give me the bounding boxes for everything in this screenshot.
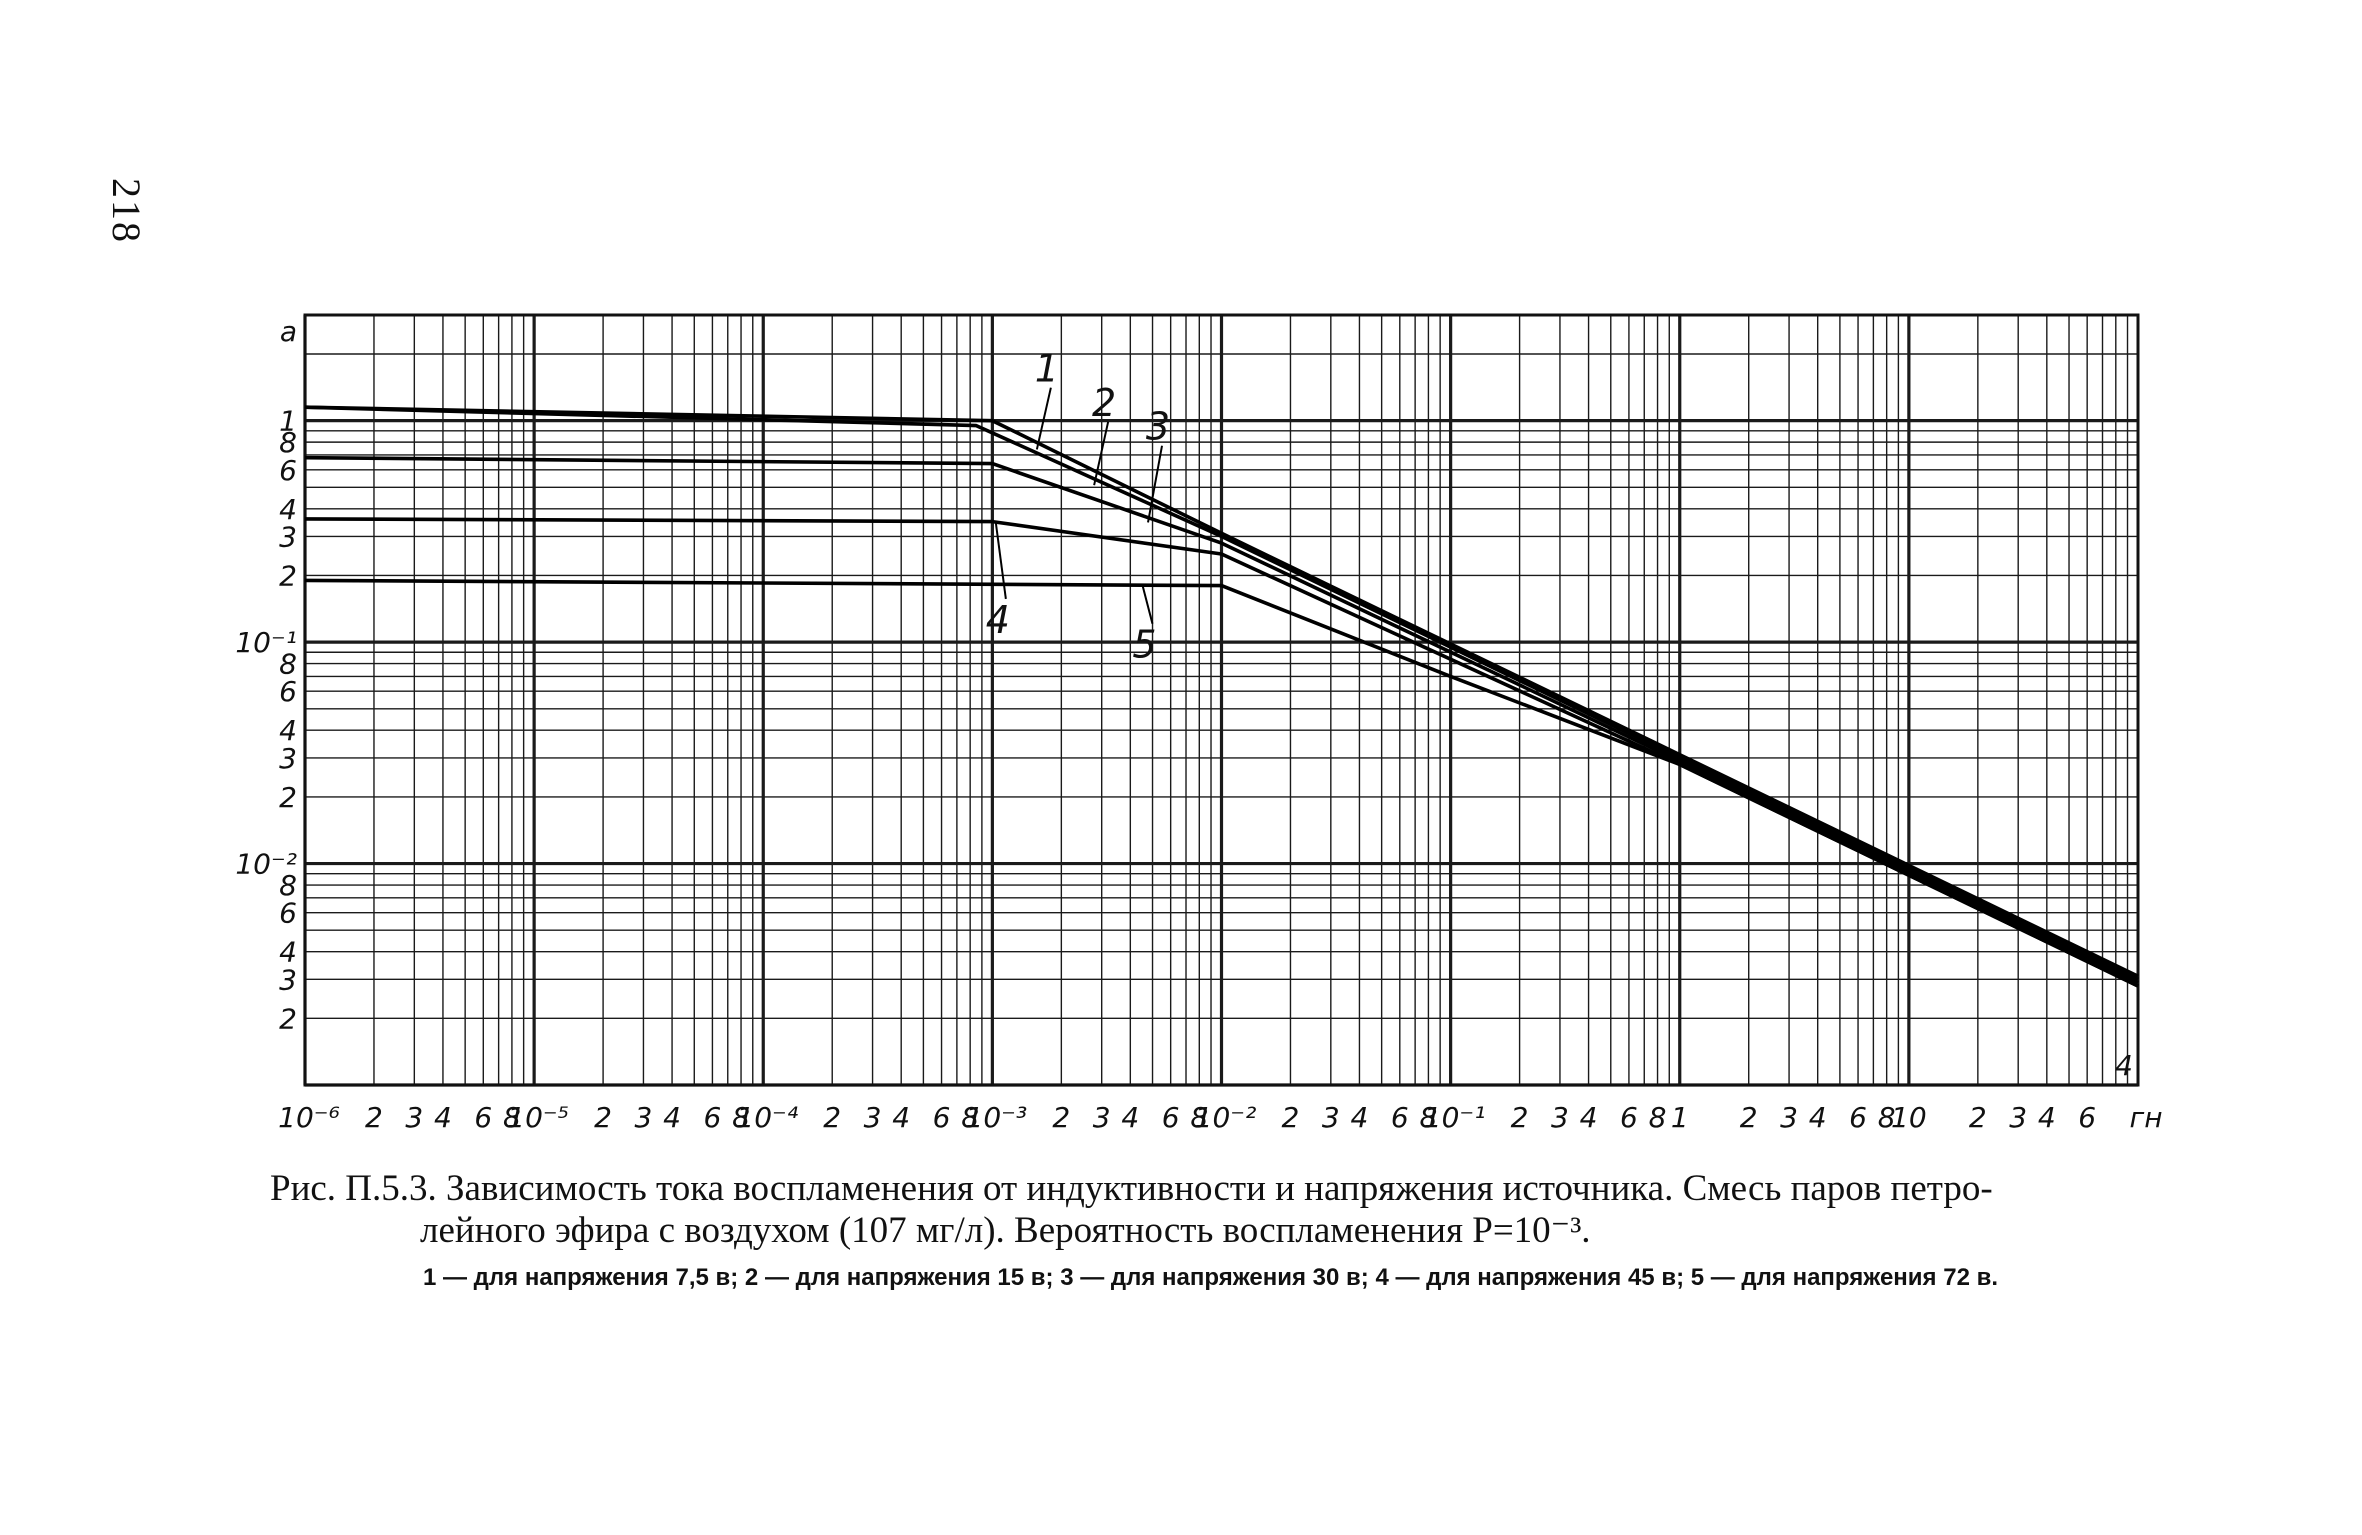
x-tick-label: 8 <box>503 1101 521 1134</box>
x-tick-label: 10 <box>1891 1101 1927 1134</box>
x-tick-label: 10⁻⁶ <box>278 1101 340 1134</box>
x-tick-label: 8 <box>732 1101 750 1134</box>
x-tick-label: 8 <box>1878 1101 1896 1134</box>
curve-label-leader-2 <box>1093 421 1110 486</box>
y-tick-label: 3 <box>279 520 297 553</box>
y-tick-label: 1 <box>279 405 297 438</box>
curve-label-3: 3 <box>1146 405 1170 449</box>
y-tick-label: 2 <box>279 781 297 814</box>
caption-line-2: лейного эфира с воздухом (107 мг/л). Вер… <box>420 1210 1591 1251</box>
x-tick-label: 4 <box>2038 1101 2056 1134</box>
y-tick-label: 4 <box>279 493 297 526</box>
y-tick-label: 2 <box>279 559 297 592</box>
curve-5 <box>304 578 2139 988</box>
x-tick-label: 8 <box>1190 1101 1208 1134</box>
x-tick-label: 2 <box>1052 1101 1070 1134</box>
x-tick-label: 6 <box>1620 1101 1638 1134</box>
y-tick-label: 8 <box>279 648 297 681</box>
x-tick-label: 2 <box>1969 1101 1987 1134</box>
plot-frame <box>303 313 2140 1087</box>
x-tick-label: 10⁻⁵ <box>507 1101 569 1134</box>
curve-3 <box>304 455 2139 985</box>
curve-label-4: 4 <box>986 598 1010 642</box>
x-tick-label: 2 <box>1282 1101 1300 1134</box>
x-tick-label: 3 <box>1551 1101 1569 1134</box>
curve-label-leader-1 <box>1035 387 1052 450</box>
x-tick-label: 8 <box>961 1101 979 1134</box>
chart-curves <box>304 405 2139 988</box>
x-tick-label: 3 <box>1322 1101 1340 1134</box>
figure-legend: 1 — для напряжения 7,5 в; 2 — для напряж… <box>422 1264 1999 1291</box>
y-tick-label: 3 <box>279 963 297 996</box>
x-tick-label: 6 <box>1849 1101 1867 1134</box>
curve-label-1: 1 <box>1035 347 1059 391</box>
x-tick-label: 3 <box>2009 1101 2027 1134</box>
x-tick-label: 10⁻⁴ <box>736 1101 798 1134</box>
x-tick-label: 2 <box>1511 1101 1529 1134</box>
curve-1 <box>304 405 2139 978</box>
x-axis-tick-labels: 10⁻⁶ 2 3 4 6 810⁻⁵ 2 3 4 6 810⁻⁴ 2 3 4 6 810⁻³ 2 3 4 6 810⁻²… <box>278 1101 2162 1134</box>
curve-label-5: 5 <box>1132 623 1156 667</box>
y-tick-label: 4 <box>279 936 297 969</box>
curve-label-2: 2 <box>1092 381 1116 425</box>
x-tick-label: 4 <box>434 1101 452 1134</box>
x-tick-label: 10⁻³ <box>966 1101 1028 1134</box>
x-tick-label: 4 <box>892 1101 910 1134</box>
x-tick-label: 4 <box>1121 1101 1139 1134</box>
x-tick-label: 4 <box>1580 1101 1598 1134</box>
x-tick-label: 6 <box>474 1101 492 1134</box>
x-tick-label: 4 <box>663 1101 681 1134</box>
x-tick-label: 6 <box>2078 1101 2096 1134</box>
y-tick-label: 8 <box>279 426 297 459</box>
figure-caption: Рис. П.5.3. Зависимость тока воспламенен… <box>270 1168 2150 1252</box>
x-tick-label: 8 <box>1420 1101 1438 1134</box>
chart-grid <box>303 313 2140 1087</box>
x-tick-label: 1 <box>1671 1101 1689 1134</box>
y-tick-label: 6 <box>279 675 297 708</box>
x-tick-label: 6 <box>1162 1101 1180 1134</box>
x-tick-label: 10⁻¹ <box>1424 1101 1486 1134</box>
y-tick-label: 6 <box>279 454 297 487</box>
x-tick-label: 8 <box>1649 1101 1667 1134</box>
y-tick-label: 3 <box>279 742 297 775</box>
y-unit-label: а <box>280 315 297 348</box>
y-tick-label: 10⁻² <box>235 848 297 881</box>
curve-label-leader-4 <box>994 522 1007 600</box>
curve-2 <box>304 405 2139 981</box>
y-tick-label: 4 <box>279 714 297 747</box>
x-tick-label: 6 <box>933 1101 951 1134</box>
y-tick-label: 10⁻¹ <box>235 626 297 659</box>
x-tick-label: 3 <box>635 1101 653 1134</box>
y-tick-label: 8 <box>279 869 297 902</box>
x-tick-label: 6 <box>704 1101 722 1134</box>
x-tick-label: 3 <box>1780 1101 1798 1134</box>
x-unit-label: гн <box>2129 1101 2162 1134</box>
x-tick-label: 2 <box>823 1101 841 1134</box>
y-tick-label: 6 <box>279 897 297 930</box>
caption-line-1: Рис. П.5.3. Зависимость тока воспламенен… <box>270 1168 1993 1209</box>
x-tick-label: 6 <box>1391 1101 1409 1134</box>
x-tick-label: 4 <box>1351 1101 1369 1134</box>
x-tick-label: 2 <box>1740 1101 1758 1134</box>
curve-number-labels: 123 4 5 <box>986 347 1170 667</box>
x-tick-label: 3 <box>1093 1101 1111 1134</box>
x-tick-label: 3 <box>864 1101 882 1134</box>
x-tick-label: 3 <box>405 1101 423 1134</box>
curve-label-leader-3 <box>1147 445 1163 523</box>
x-tick-label: 10⁻² <box>1195 1101 1257 1134</box>
x-tick-label: 2 <box>594 1101 612 1134</box>
curve-label-leader-5 <box>1141 584 1154 624</box>
y-bottom-label: 4 <box>2115 1049 2133 1082</box>
x-tick-label: 4 <box>1809 1101 1827 1134</box>
y-tick-label: 2 <box>279 1002 297 1035</box>
x-tick-label: 2 <box>365 1101 383 1134</box>
